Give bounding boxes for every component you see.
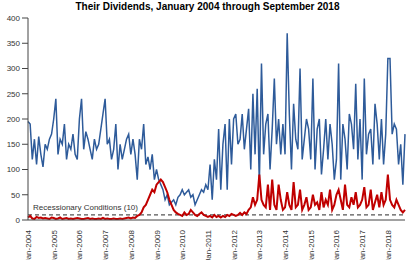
svg-text:Jan-2010: Jan-2010	[178, 229, 187, 260]
html-text:Their Dividends, January 2004: Their Dividends, January 2004 through Se…	[75, 1, 340, 12]
svg-text:250: 250	[8, 90, 21, 99]
svg-text:Jan-2017: Jan-2017	[358, 229, 367, 260]
svg-text:Jan-2014: Jan-2014	[281, 229, 290, 260]
svg-text:Jan-2006: Jan-2006	[75, 229, 84, 260]
svg-text:150: 150	[8, 140, 21, 149]
svg-text:100: 100	[8, 165, 21, 174]
svg-text:350: 350	[8, 39, 21, 48]
svg-text:Jan-2016: Jan-2016	[332, 229, 341, 260]
svg-text:Jan-2013: Jan-2013	[255, 229, 264, 260]
svg-text:Jan-2004: Jan-2004	[24, 229, 33, 260]
svg-text:200: 200	[8, 115, 21, 124]
svg-text:Jan-2012: Jan-2012	[230, 229, 239, 260]
svg-text:Jan-2011: Jan-2011	[204, 229, 213, 260]
svg-text:Jan-2007: Jan-2007	[101, 229, 110, 260]
svg-text:50: 50	[11, 191, 20, 200]
svg-text:Jan-2018: Jan-2018	[384, 229, 393, 260]
svg-text:Jan-2009: Jan-2009	[153, 229, 162, 260]
svg-text:300: 300	[8, 64, 21, 73]
svg-text:400: 400	[8, 14, 21, 23]
svg-text:Jan-2015: Jan-2015	[307, 229, 316, 260]
svg-text:Jan-2005: Jan-2005	[50, 229, 59, 260]
svg-text:0: 0	[16, 216, 21, 225]
svg-text:Jan-2008: Jan-2008	[127, 229, 136, 260]
svg-text:Recessionary Conditions (10): Recessionary Conditions (10)	[33, 203, 138, 212]
